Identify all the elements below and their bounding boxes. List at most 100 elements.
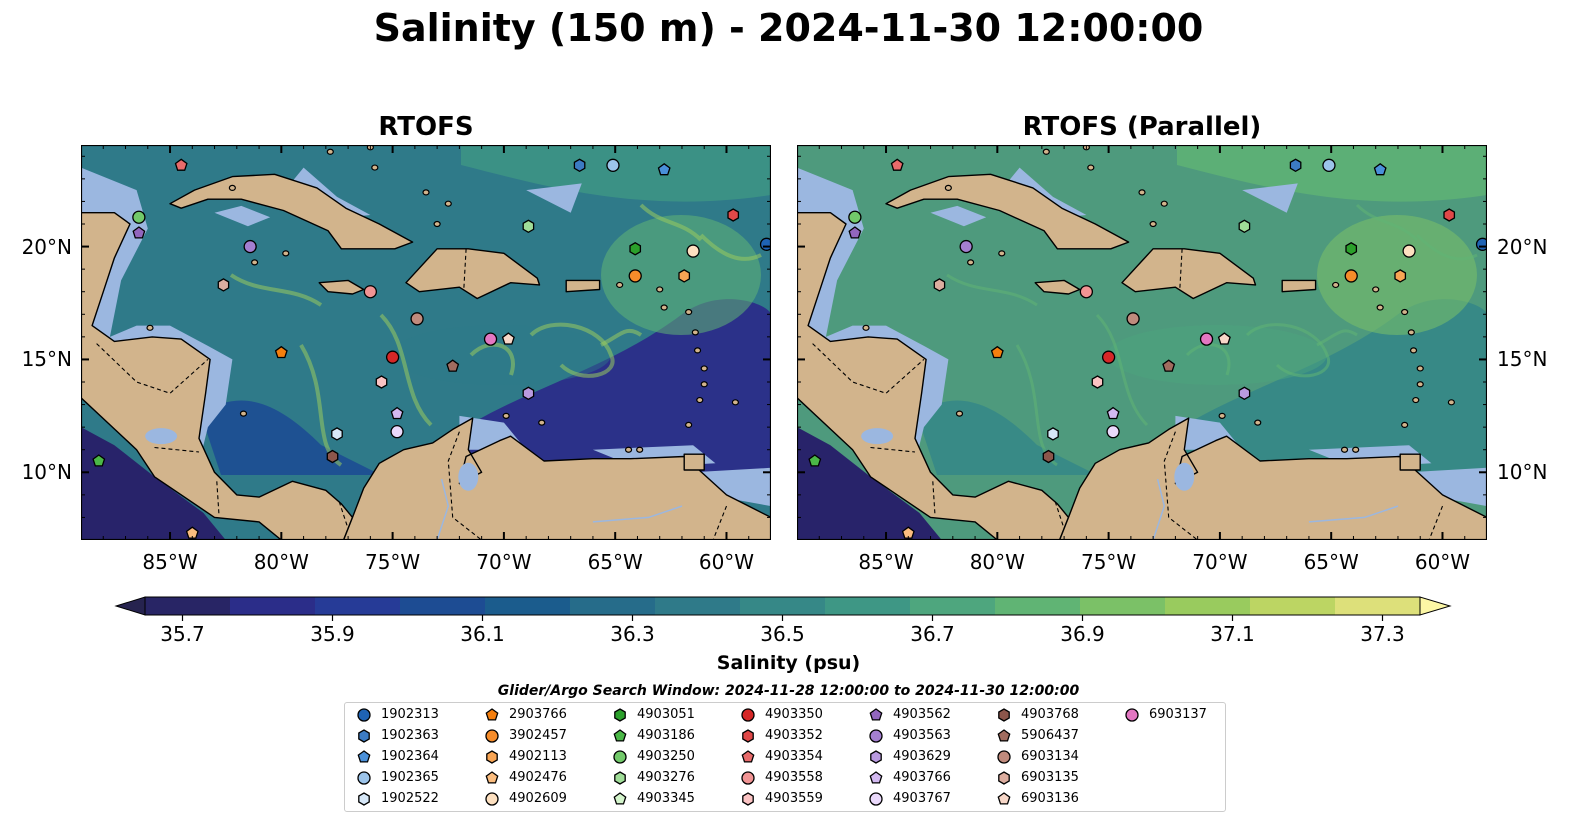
small-island (1447, 399, 1455, 406)
legend-item-4903559: 4903559 (739, 788, 823, 809)
legend-marker-pentagon (869, 770, 883, 784)
legend-label: 4903352 (765, 728, 823, 743)
small-island (1340, 446, 1349, 453)
small-island (656, 286, 664, 293)
legend-symbol (741, 770, 755, 785)
marker-6903134 (410, 312, 424, 326)
small-island (422, 189, 430, 196)
legend-symbol (357, 749, 371, 763)
legend-symbol (998, 707, 1010, 722)
marker-1902522 (1047, 427, 1059, 441)
marker-4902113 (678, 269, 691, 283)
small-island (660, 304, 668, 311)
salinity-filament (1415, 233, 1478, 261)
small-island (1376, 304, 1384, 311)
small-island (1416, 365, 1424, 372)
legend-symbol (869, 791, 883, 806)
small-island (1409, 347, 1418, 354)
lon-tick-label: 75°W (364, 550, 421, 574)
legend-label: 4903276 (637, 770, 695, 785)
legend-item-6903137: 6903137 (1123, 704, 1207, 725)
small-island (685, 421, 693, 428)
marker-4903186 (92, 454, 106, 467)
legend-marker-hexagon (614, 770, 626, 785)
legend-symbol (869, 770, 883, 784)
marker-3902457 (1344, 269, 1358, 283)
marker-4903559 (1091, 375, 1104, 389)
marker-4903563 (243, 239, 257, 254)
legend-item-4903558: 4903558 (739, 767, 823, 788)
colorbar-tick-label: 37.1 (1210, 622, 1255, 646)
marker-6903136 (501, 332, 515, 345)
land-trinidad (1399, 453, 1421, 471)
legend-item-6903135: 6903135 (995, 767, 1079, 788)
legend-symbol (486, 749, 498, 764)
national-border (96, 343, 209, 394)
salinity-filament (1355, 203, 1419, 242)
marker-4902609 (686, 244, 700, 258)
legend-label: 4903629 (893, 749, 951, 764)
land-centralAmerica (81, 211, 354, 540)
colorbar-segment (995, 597, 1081, 615)
shallow-shelf (930, 205, 987, 227)
marker-1902363 (573, 158, 586, 173)
land-puertorico (1281, 279, 1317, 293)
legend-marker-pentagon (485, 707, 499, 721)
legend-marker-hexagon (742, 728, 754, 743)
legend-symbol (613, 749, 627, 764)
legend-item-1902365: 1902365 (355, 767, 439, 788)
lat-tick-label-right: 15°N (1497, 347, 1548, 372)
legend-item-4903250: 4903250 (611, 746, 695, 767)
marker-4903354 (174, 158, 188, 171)
colorbar-segment (485, 597, 571, 615)
small-island (433, 220, 441, 228)
legend-item-4903051: 4903051 (611, 704, 695, 725)
legend-label: 4903768 (1021, 707, 1079, 722)
river (1308, 505, 1399, 523)
lat-tick-label-left: 15°N (21, 347, 72, 372)
salinity-filament (1316, 329, 1358, 347)
small-island (1149, 220, 1157, 228)
lon-tick-label: 60°W (1414, 550, 1471, 574)
legend-item-4903352: 4903352 (739, 725, 823, 746)
colorbar-segment (230, 597, 316, 615)
central-basin-zone (391, 325, 611, 385)
river (436, 478, 450, 540)
marker-4903250 (132, 210, 146, 224)
colorbar-segment (655, 597, 741, 615)
marker-4903766 (390, 406, 404, 420)
national-border (1428, 505, 1444, 540)
small-island (1218, 412, 1226, 419)
small-island (1401, 421, 1409, 428)
national-border (712, 505, 728, 540)
legend-label: 6903135 (1021, 770, 1079, 785)
legend-marker-circle (613, 749, 627, 764)
legend-marker-hexagon (614, 707, 626, 722)
colorbar-tick-label: 36.5 (760, 622, 805, 646)
marker-1902364 (1373, 162, 1387, 176)
legend: 1902313 1902363 1902364 1902365 1902522 29037… (344, 702, 1226, 812)
legend-label: 6903134 (1021, 749, 1079, 764)
legend-item-4903186: 4903186 (611, 725, 695, 746)
legend-label: 4902609 (509, 791, 567, 806)
marker-6903135 (217, 278, 230, 292)
small-island (685, 308, 693, 316)
legend-marker-circle (741, 707, 755, 722)
land-centralAmerica (797, 211, 1070, 540)
marker-4903051 (1345, 242, 1358, 256)
marker-6903135 (933, 278, 946, 292)
small-island (239, 410, 248, 417)
legend-item-4903276: 4903276 (611, 767, 695, 788)
national-border (154, 446, 200, 453)
legend-marker-circle (997, 749, 1011, 764)
land-puertorico (565, 279, 601, 293)
colorbar-segment (145, 597, 231, 615)
map-frame (797, 145, 1487, 540)
colorbar-segment (315, 597, 401, 615)
marker-4903558 (1079, 285, 1094, 299)
legend-item-1902363: 1902363 (355, 725, 439, 746)
marker-4903629 (522, 386, 535, 401)
legend-symbol (741, 749, 755, 763)
panel-title-rtofs: RTOFS (378, 112, 474, 142)
colorbar-tick-label: 36.1 (460, 622, 505, 646)
